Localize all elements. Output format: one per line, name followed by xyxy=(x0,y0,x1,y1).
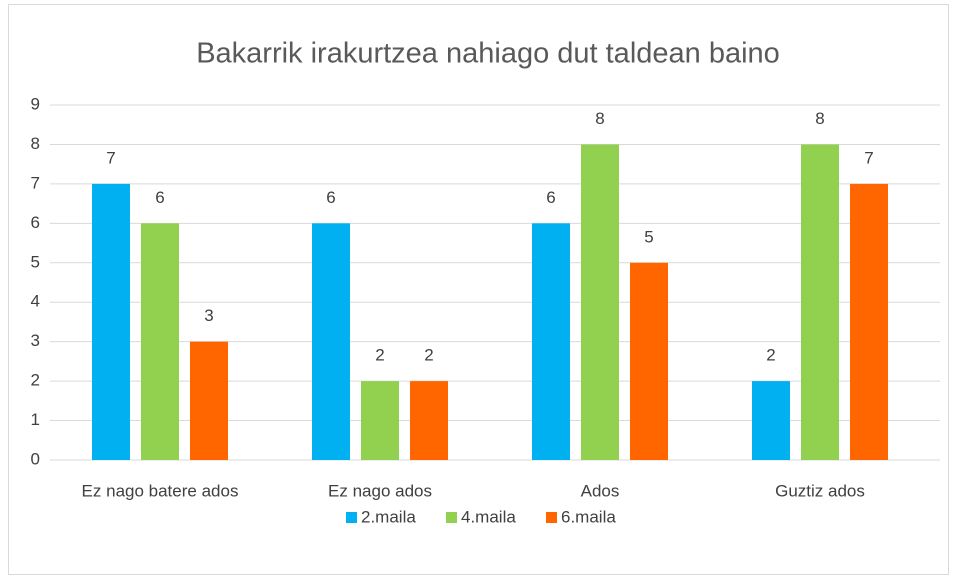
y-tick-label: 3 xyxy=(31,331,40,350)
bar xyxy=(361,381,399,460)
x-tick-label: Ez nago ados xyxy=(328,481,432,500)
bar xyxy=(410,381,448,460)
data-label: 2 xyxy=(375,346,384,365)
data-label: 8 xyxy=(815,109,824,128)
data-label: 2 xyxy=(424,346,433,365)
y-tick-label: 9 xyxy=(31,94,40,113)
bar xyxy=(850,183,888,460)
legend-swatch xyxy=(546,512,557,523)
bar xyxy=(141,223,179,460)
data-label: 6 xyxy=(155,188,164,207)
data-label: 2 xyxy=(766,346,775,365)
legend-swatch xyxy=(346,512,357,523)
bar xyxy=(581,144,619,460)
bar xyxy=(190,341,228,460)
y-tick-label: 8 xyxy=(31,134,40,153)
legend-label: 6.maila xyxy=(561,507,616,526)
y-tick-label: 5 xyxy=(31,252,40,271)
bar xyxy=(532,223,570,460)
legend-label: 4.maila xyxy=(461,507,516,526)
bar xyxy=(752,381,790,460)
data-label: 5 xyxy=(644,227,653,246)
legend-label: 2.maila xyxy=(361,507,416,526)
data-label: 6 xyxy=(326,188,335,207)
data-label: 6 xyxy=(546,188,555,207)
data-label: 7 xyxy=(106,148,115,167)
y-tick-label: 7 xyxy=(31,173,40,192)
y-tick-label: 2 xyxy=(31,371,40,390)
y-tick-label: 6 xyxy=(31,213,40,232)
bar xyxy=(630,262,668,460)
x-tick-label: Ez nago batere ados xyxy=(82,481,239,500)
y-tick-label: 0 xyxy=(31,449,40,468)
data-label: 7 xyxy=(864,148,873,167)
chart-title: Bakarrik irakurtzea nahiago dut taldean … xyxy=(196,38,780,70)
bar xyxy=(312,223,350,460)
bar xyxy=(801,144,839,460)
bar xyxy=(92,183,130,460)
x-tick-label: Ados xyxy=(581,481,620,500)
y-tick-label: 1 xyxy=(31,410,40,429)
y-tick-label: 4 xyxy=(31,292,40,311)
data-label: 3 xyxy=(204,306,213,325)
x-tick-label: Guztiz ados xyxy=(775,481,865,500)
legend-swatch xyxy=(446,512,457,523)
data-label: 8 xyxy=(595,109,604,128)
